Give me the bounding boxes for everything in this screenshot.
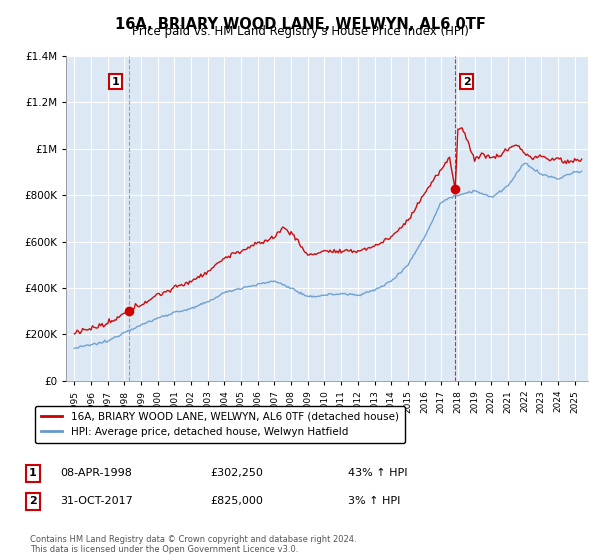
Text: £302,250: £302,250 <box>210 468 263 478</box>
Text: 3% ↑ HPI: 3% ↑ HPI <box>348 496 400 506</box>
Text: 1: 1 <box>29 468 37 478</box>
Text: 1: 1 <box>112 77 119 86</box>
Text: £825,000: £825,000 <box>210 496 263 506</box>
Text: 2: 2 <box>463 77 470 86</box>
Text: 08-APR-1998: 08-APR-1998 <box>60 468 132 478</box>
Text: 43% ↑ HPI: 43% ↑ HPI <box>348 468 407 478</box>
Text: 31-OCT-2017: 31-OCT-2017 <box>60 496 133 506</box>
Text: Contains HM Land Registry data © Crown copyright and database right 2024.
This d: Contains HM Land Registry data © Crown c… <box>30 535 356 554</box>
Text: Price paid vs. HM Land Registry's House Price Index (HPI): Price paid vs. HM Land Registry's House … <box>131 25 469 38</box>
Text: 2: 2 <box>29 496 37 506</box>
Legend: 16A, BRIARY WOOD LANE, WELWYN, AL6 0TF (detached house), HPI: Average price, det: 16A, BRIARY WOOD LANE, WELWYN, AL6 0TF (… <box>35 405 405 444</box>
Text: 16A, BRIARY WOOD LANE, WELWYN, AL6 0TF: 16A, BRIARY WOOD LANE, WELWYN, AL6 0TF <box>115 17 485 32</box>
